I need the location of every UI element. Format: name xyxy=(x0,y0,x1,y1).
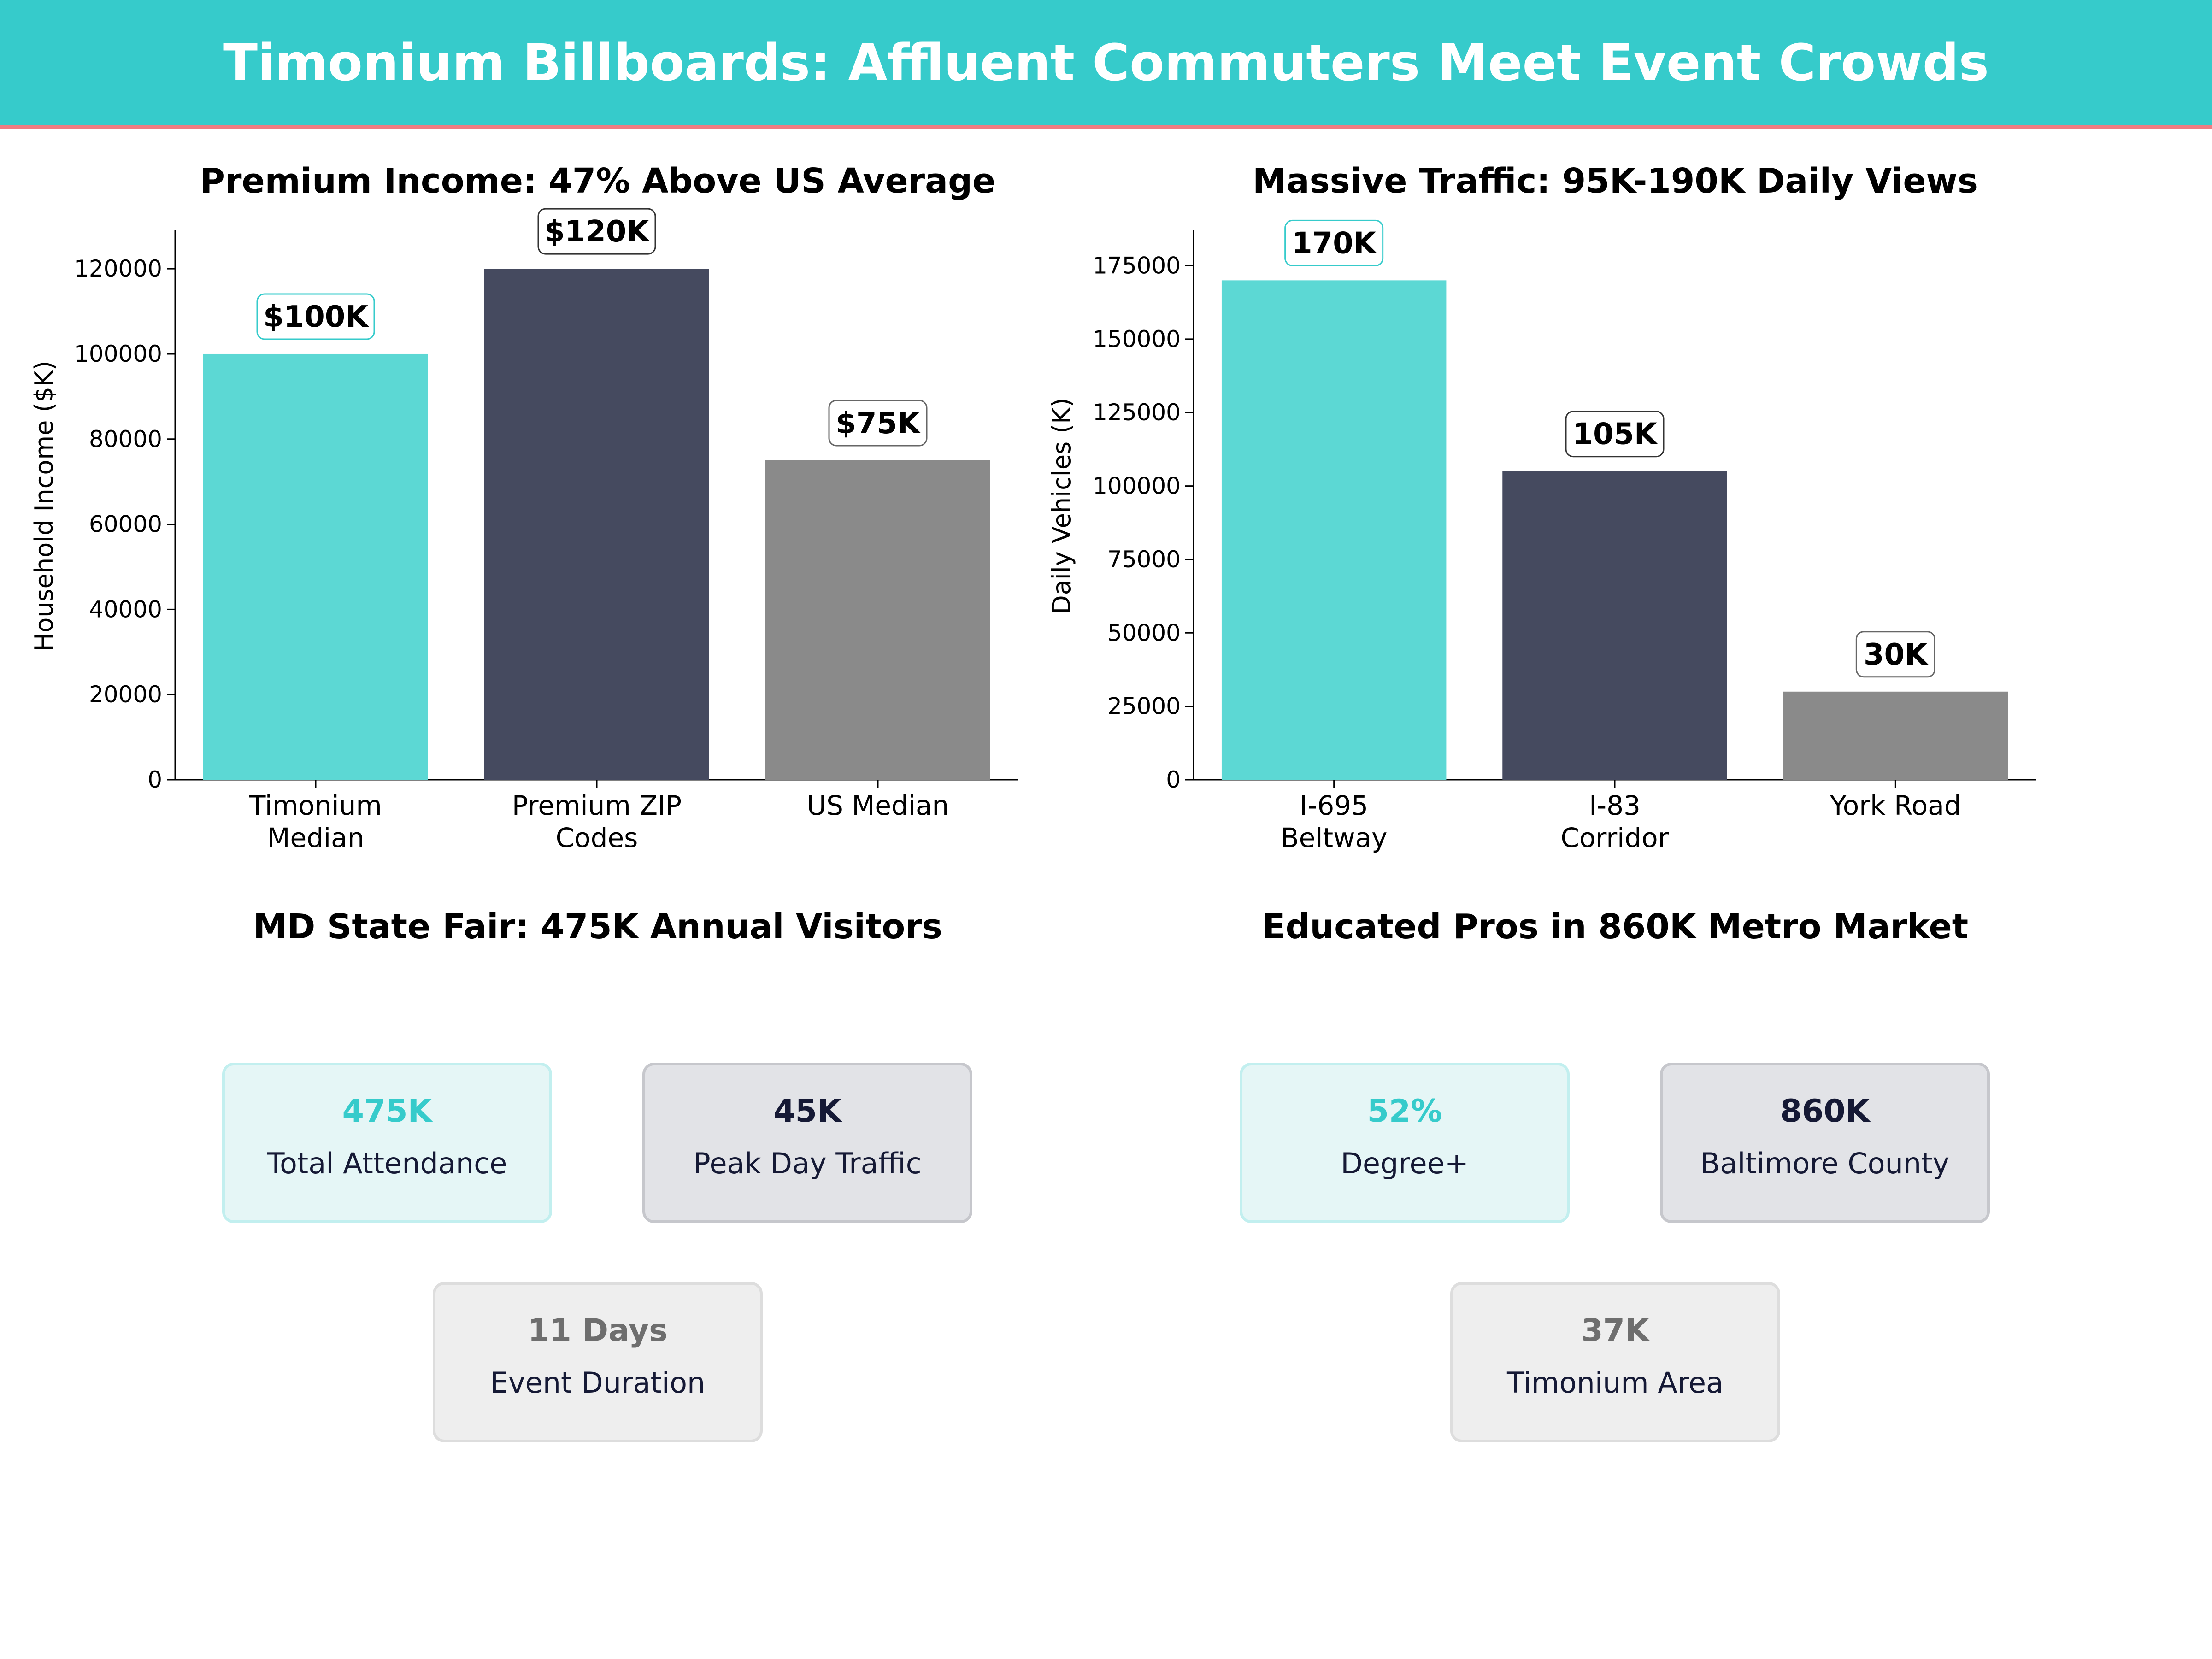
stat-card-box xyxy=(1450,1282,1780,1442)
income-bar-2 xyxy=(484,269,709,780)
data-label-box xyxy=(1284,219,1384,266)
stat-card-box xyxy=(433,1282,763,1442)
panel-title-education: Educated Pros in 860K Metro Market xyxy=(1262,907,1968,947)
data-label-box xyxy=(828,400,928,447)
y-tick-label: 75000 xyxy=(1107,546,1181,573)
x-tick-label: Timonium xyxy=(249,790,382,821)
data-label: 30K xyxy=(1864,638,1929,672)
y-tick-label: 150000 xyxy=(1093,326,1181,353)
x-tick-label: Codes xyxy=(556,822,638,853)
y-tick-label: 175000 xyxy=(1093,252,1181,279)
y-tick-label: 40000 xyxy=(89,596,162,623)
stat-card-label: Event Duration xyxy=(490,1366,706,1400)
income-bar-chart: 0 20000 40000 60000 80000 100000 120000 Timoniu… xyxy=(74,208,1018,853)
data-label: $120K xyxy=(544,215,650,249)
stat-card-label: Timonium Area xyxy=(1506,1366,1724,1400)
stat-card-label: Total Attendance xyxy=(267,1147,507,1180)
stat-card-value: 860K xyxy=(1780,1093,1871,1130)
y-tick-label: 100000 xyxy=(74,341,162,367)
traffic-bar-3 xyxy=(1783,691,2008,780)
stat-card-baltimore-county: 860K Baltimore County xyxy=(1660,1063,1990,1223)
chart-title-traffic: Massive Traffic: 95K-190K Daily Views xyxy=(1253,161,1978,201)
y-tick-label: 0 xyxy=(1166,766,1181,793)
header-banner: Timonium Billboards: Affluent Commuters … xyxy=(0,0,2212,129)
y-axis-label-income: Household Income ($K) xyxy=(29,361,59,652)
stat-card-box xyxy=(222,1063,552,1223)
x-tick-label: I-695 xyxy=(1300,790,1368,821)
stat-card-value: 11 Days xyxy=(528,1312,667,1349)
y-tick-label: 0 xyxy=(147,766,162,793)
x-tick-label: Median xyxy=(267,822,365,853)
panel-title-state-fair: MD State Fair: 475K Annual Visitors xyxy=(253,907,942,947)
stat-card-timonium-area: 37K Timonium Area xyxy=(1450,1282,1780,1442)
traffic-bar-1 xyxy=(1221,280,1447,780)
stat-card-value: 475K xyxy=(342,1093,433,1130)
stat-card-event-duration: 11 Days Event Duration xyxy=(433,1282,763,1442)
stat-card-degree: 52% Degree+ xyxy=(1240,1063,1570,1223)
data-label-box xyxy=(1855,631,1936,678)
traffic-bar-2 xyxy=(1502,471,1727,780)
page-title: Timonium Billboards: Affluent Commuters … xyxy=(223,33,1989,92)
y-tick-label: 125000 xyxy=(1093,399,1181,426)
data-label: $100K xyxy=(263,300,369,334)
income-bar-3 xyxy=(765,460,990,780)
data-label: 105K xyxy=(1572,418,1658,452)
data-label: $75K xyxy=(835,406,921,441)
x-tick-label: US Median xyxy=(807,790,949,821)
y-tick-label: 120000 xyxy=(74,255,162,282)
y-tick-label: 60000 xyxy=(89,511,162,538)
stat-card-label: Baltimore County xyxy=(1700,1147,1949,1180)
stat-card-peak-day-traffic: 45K Peak Day Traffic xyxy=(642,1063,972,1223)
data-label-box xyxy=(537,208,656,255)
stat-card-total-attendance: 475K Total Attendance xyxy=(222,1063,552,1223)
y-tick-label: 100000 xyxy=(1093,473,1181,500)
x-tick-label: Premium ZIP xyxy=(512,790,682,821)
stat-card-label: Degree+ xyxy=(1341,1147,1469,1180)
stat-card-value: 52% xyxy=(1367,1093,1442,1130)
stat-card-box xyxy=(1660,1063,1990,1223)
state-fair-stat-cards: 475K Total Attendance 45K Peak Day Traffic 1… xyxy=(222,1063,972,1442)
income-bar-1 xyxy=(203,353,428,780)
y-tick-label: 25000 xyxy=(1107,693,1181,720)
y-tick-label: 20000 xyxy=(89,681,162,708)
x-tick-label: York Road xyxy=(1830,790,1961,821)
chart-title-income: Premium Income: 47% Above US Average xyxy=(200,161,995,201)
stat-card-value: 45K xyxy=(773,1093,842,1130)
x-tick-label: Corridor xyxy=(1561,822,1669,853)
stat-card-label: Peak Day Traffic xyxy=(693,1147,921,1180)
data-label: 170K xyxy=(1292,226,1377,260)
x-tick-label: Beltway xyxy=(1281,822,1388,853)
traffic-bar-chart: 0 25000 50000 75000 100000 125000 150000 175000… xyxy=(1093,219,2036,853)
y-axis-label-traffic: Daily Vehicles (K) xyxy=(1047,398,1076,614)
y-tick-label: 50000 xyxy=(1107,619,1181,646)
stat-card-box xyxy=(1240,1063,1570,1223)
stat-card-box xyxy=(642,1063,972,1223)
data-label-box xyxy=(256,293,375,340)
data-label-box xyxy=(1565,411,1665,458)
stat-card-value: 37K xyxy=(1581,1312,1650,1349)
education-stat-cards: 52% Degree+ 860K Baltimore County 37K Timoniu… xyxy=(1240,1063,1990,1442)
x-tick-label: I-83 xyxy=(1589,790,1641,821)
y-tick-label: 80000 xyxy=(89,426,162,453)
